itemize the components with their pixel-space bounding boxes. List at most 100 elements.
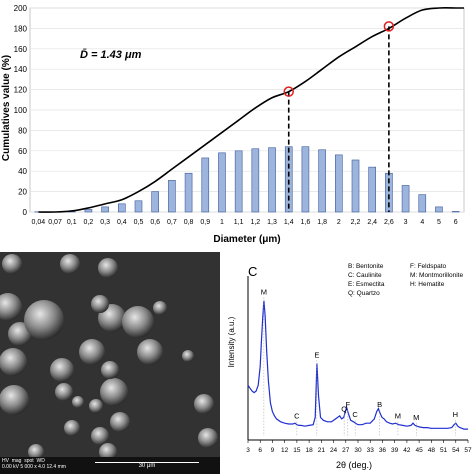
x-tick-label: 0,5 bbox=[134, 219, 144, 226]
mean-diameter-annotation: D̄ = 1.43 μm bbox=[80, 49, 142, 61]
xrd-x-tick-label: 48 bbox=[428, 447, 436, 454]
x-tick-labels: 0,04 0,07 0,1 0,2 0,3 0,4 0,5 0,6 0,7 0,8 0,9 1 1,1 1… bbox=[32, 219, 458, 226]
xrd-x-tick-label: 30 bbox=[354, 447, 362, 454]
y-tick-label: 120 bbox=[14, 86, 28, 95]
bar bbox=[451, 211, 460, 213]
xrd-legend-item: B: Bentonite bbox=[348, 263, 384, 270]
sem-scale-bar bbox=[95, 462, 199, 463]
x-tick-label: 1,2 bbox=[250, 219, 260, 226]
sem-footer: HV mag spot WD 0.00 kV 5 000 x 4.0 12.4 … bbox=[2, 458, 218, 470]
x-tick-label: 0,04 bbox=[32, 219, 46, 226]
xrd-peak-label: B bbox=[377, 400, 382, 409]
xrd-x-tick-label: 27 bbox=[342, 447, 350, 454]
marker-circle bbox=[383, 21, 395, 32]
x-tick-label: 1 bbox=[220, 219, 224, 226]
xrd-peak-label: C bbox=[352, 410, 358, 419]
xrd-peak-label: M bbox=[413, 413, 419, 422]
bar bbox=[151, 191, 159, 213]
xrd-peak-label: M bbox=[395, 412, 401, 421]
x-tick-label: 1,8 bbox=[317, 219, 327, 226]
y-tick-label: 40 bbox=[18, 167, 27, 176]
xrd-peak-label: E bbox=[314, 350, 319, 359]
y-tick-label: 180 bbox=[14, 24, 28, 33]
x-tick-label: 1,4 bbox=[284, 219, 294, 226]
xrd-peak-label: M bbox=[261, 288, 267, 297]
xrd-legend-item: M: Montmorillonite bbox=[410, 272, 463, 279]
x-tick-label: 0,3 bbox=[100, 219, 110, 226]
x-tick-label: 0,2 bbox=[84, 219, 94, 226]
x-tick-label: 0,07 bbox=[48, 219, 62, 226]
d-markers bbox=[283, 21, 395, 212]
xrd-x-tick-label: 18 bbox=[305, 447, 313, 454]
xrd-legend-item: E: Esmectita bbox=[348, 281, 385, 288]
xrd-peak-label: F bbox=[346, 400, 351, 409]
particles bbox=[0, 254, 218, 461]
xrd-axes bbox=[247, 276, 469, 443]
bar bbox=[368, 166, 376, 213]
sem-image bbox=[0, 252, 220, 474]
marker-circle bbox=[283, 86, 294, 97]
y-tick-label: 140 bbox=[14, 65, 28, 74]
x-axis-label: Diameter (μm) bbox=[213, 234, 280, 245]
xrd-peak-label: H bbox=[453, 410, 458, 419]
xrd-x-tick-label: 51 bbox=[440, 447, 448, 454]
bar bbox=[168, 180, 176, 213]
panel-label: C bbox=[248, 264, 257, 279]
x-tick-label: 1,6 bbox=[301, 219, 311, 226]
x-tick-label: 2,6 bbox=[384, 219, 394, 226]
xrd-y-axis-label: Intensity (a.u.) bbox=[227, 316, 236, 367]
xrd-x-tick-label: 15 bbox=[293, 447, 301, 454]
xrd-peak-label: Q bbox=[341, 404, 347, 413]
bar bbox=[251, 148, 260, 213]
x-tick-label: 0,4 bbox=[117, 219, 127, 226]
xrd-x-tick-label: 24 bbox=[330, 447, 338, 454]
xrd-x-tick-label: 12 bbox=[281, 447, 289, 454]
y-tick-label: 200 bbox=[14, 4, 28, 13]
xrd-x-tick-label: 54 bbox=[452, 447, 460, 454]
bar bbox=[201, 157, 210, 213]
y-tick-label: 60 bbox=[18, 147, 27, 156]
xrd-x-tick-label: 3 bbox=[246, 447, 250, 454]
x-tick-label: 0,6 bbox=[150, 219, 160, 226]
y-tick-label: 0 bbox=[23, 208, 28, 217]
x-tick-label: 2,2 bbox=[351, 219, 361, 226]
xrd-pattern-chart: C B: Bentonite C: Caulinite E: Esmectita Q:… bbox=[224, 252, 472, 474]
sem-footer-mag: mag bbox=[11, 458, 22, 464]
x-tick-label: 1,3 bbox=[267, 219, 277, 226]
sem-footer-values: 0.00 kV 5 000 x 4.0 12.4 mm bbox=[2, 464, 66, 470]
x-tick-label: 1,1 bbox=[234, 219, 244, 226]
x-tick-label: 2 bbox=[337, 219, 341, 226]
bar bbox=[134, 200, 143, 213]
xrd-x-tick-label: 36 bbox=[379, 447, 387, 454]
x-tick-label: 0,8 bbox=[184, 219, 194, 226]
bar bbox=[301, 146, 310, 213]
xrd-x-tick-label: 57 bbox=[464, 447, 472, 454]
x-tick-label: 4 bbox=[420, 219, 424, 226]
bar bbox=[435, 206, 443, 213]
xrd-legend-item: H: Hematite bbox=[410, 281, 445, 288]
bar bbox=[318, 149, 326, 213]
x-tick-label: 2,4 bbox=[367, 219, 377, 226]
xrd-peak-label: C bbox=[294, 412, 300, 421]
x-tick-label: 5 bbox=[437, 219, 441, 226]
sem-footer-hv: HV bbox=[2, 458, 9, 464]
xrd-x-tick-label: 33 bbox=[367, 447, 375, 454]
bar bbox=[335, 154, 343, 213]
y-tick-label: 160 bbox=[14, 45, 28, 54]
bar bbox=[234, 150, 243, 213]
bar bbox=[118, 203, 126, 213]
xrd-legend-item: F: Feldspato bbox=[410, 263, 447, 270]
bar bbox=[101, 206, 109, 213]
sem-info-bar bbox=[0, 457, 220, 474]
sem-micrograph: HV mag spot WD 0.00 kV 5 000 x 4.0 12.4 … bbox=[0, 252, 220, 474]
bar bbox=[218, 152, 226, 213]
sem-scale-label: 30 μm bbox=[138, 463, 156, 469]
xrd-x-tick-label: 45 bbox=[415, 447, 423, 454]
bar bbox=[268, 147, 276, 213]
xrd-legend: B: Bentonite C: Caulinite E: Esmectita Q: Q… bbox=[348, 263, 463, 297]
xrd-x-tick-labels: 3 6 9 12 15 18 21 24 27 30 33 36 39 42 45 48 51 54 57 bbox=[246, 447, 472, 454]
xrd-trace bbox=[247, 300, 468, 430]
xrd-x-tick-label: 21 bbox=[318, 447, 326, 454]
